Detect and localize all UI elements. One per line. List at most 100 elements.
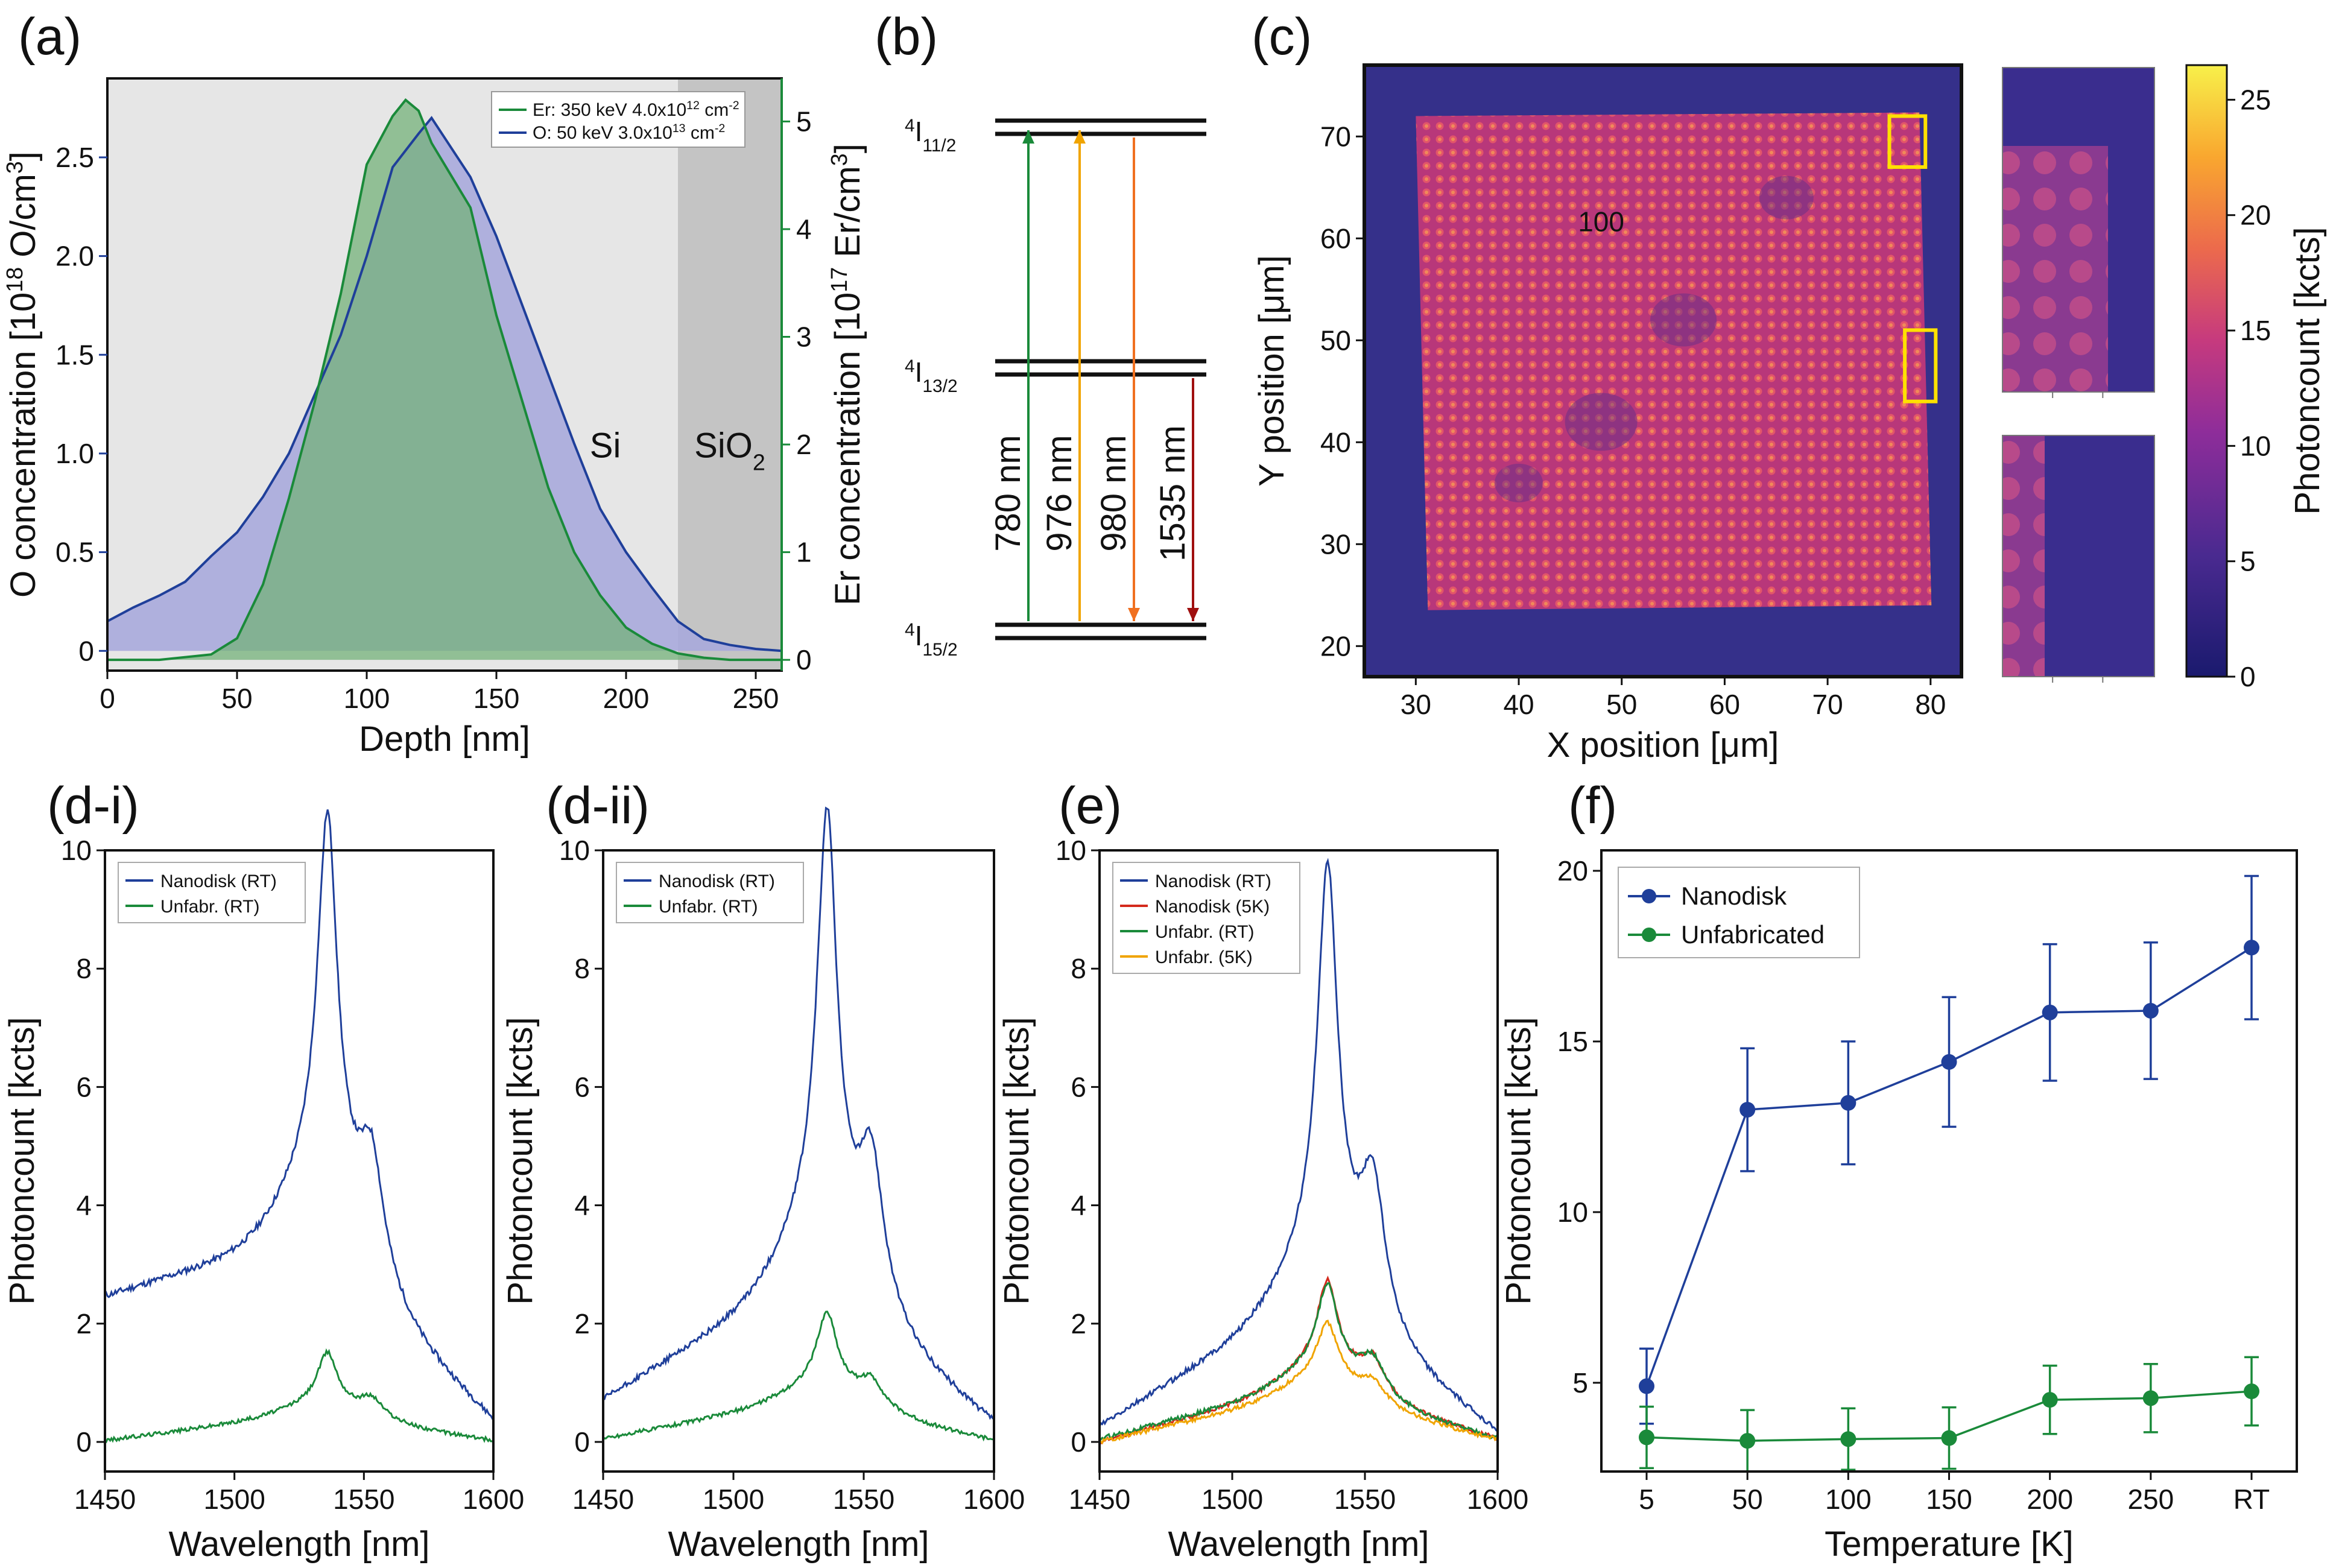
e-legend-label: Nanodisk (RT) <box>1155 871 1271 891</box>
a-left-ytick-label: 0 <box>78 635 94 666</box>
e-legend-label: Nanodisk (5K) <box>1155 897 1270 917</box>
transition-label: 976 nm <box>1040 435 1079 551</box>
e-legend-label: Unfabr. (5K) <box>1155 947 1253 967</box>
a-xtick-label: 250 <box>733 683 779 714</box>
di-xtick-label: 1500 <box>203 1484 265 1515</box>
sio2-region <box>678 78 782 671</box>
panel-label-a: (a) <box>18 8 81 66</box>
f-ytick-label: 15 <box>1557 1026 1588 1057</box>
line-o <box>107 116 782 653</box>
f-xtick-label: 100 <box>1825 1484 1872 1515</box>
colorbar-tick-label: 0 <box>2240 661 2256 692</box>
dii-xtick-label: 1550 <box>833 1484 894 1515</box>
level-label: 4I11/2 <box>905 116 956 156</box>
f-xtick-label: 250 <box>2127 1484 2174 1515</box>
c-xtick-label: 40 <box>1503 689 1534 720</box>
di-ytick-label: 8 <box>76 953 92 984</box>
e-xtick-label: 1450 <box>1069 1484 1130 1515</box>
a-left-ytick-label: 2.5 <box>55 142 94 173</box>
di-ylabel: Photoncount [kcts] <box>2 1017 42 1304</box>
c-ytick-label: 50 <box>1320 324 1351 356</box>
di-xtick-label: 1550 <box>333 1484 394 1515</box>
a-right-ytick-label: 5 <box>796 106 812 137</box>
e-ytick-label: 8 <box>1071 953 1086 984</box>
level-label: 4I15/2 <box>905 620 958 660</box>
a-right-ytick-label: 3 <box>796 321 812 353</box>
e-legend-label: Unfabr. (RT) <box>1155 922 1255 942</box>
a-right-ytick-label: 0 <box>796 644 812 675</box>
a-left-ytick-label: 2.0 <box>55 241 94 272</box>
area-er <box>107 100 782 660</box>
e-xtick-label: 1550 <box>1334 1484 1396 1515</box>
zoom-inset-array <box>2002 146 2108 392</box>
dii-frame <box>602 849 995 1473</box>
panel-label-di: (d-i) <box>47 777 139 835</box>
colorbar-tick-label: 10 <box>2240 430 2271 461</box>
colorbar-tick-label: 15 <box>2240 315 2271 346</box>
panel-label-f: (f) <box>1568 777 1617 835</box>
dii-ytick-label: 4 <box>574 1190 590 1221</box>
di-ytick-label: 2 <box>76 1308 92 1339</box>
label-sio2: SiO2 <box>694 426 765 475</box>
dim-patch <box>1495 463 1543 502</box>
e-xtick-label: 1500 <box>1201 1484 1263 1515</box>
f-point <box>2042 1392 2058 1408</box>
f-point <box>2244 1383 2259 1400</box>
c-xtick-label: 50 <box>1606 689 1637 720</box>
f-xtick-label: RT <box>2233 1484 2270 1515</box>
f-point <box>1739 1433 1756 1449</box>
dii-xtick-label: 1500 <box>703 1484 764 1515</box>
zoom-inset-array <box>2002 435 2045 677</box>
chart-e-spectra: 1450 1500 1550 1600 0 2 4 6 8 10 Wavelength [nm] Ph… <box>997 835 1528 1564</box>
f-xtick-label: 150 <box>1926 1484 1972 1515</box>
dii-ytick-label: 8 <box>574 953 590 984</box>
f-xtick-label: 200 <box>2027 1484 2073 1515</box>
e-ylabel: Photoncount [kcts] <box>997 1017 1036 1304</box>
a-legend <box>491 91 745 148</box>
di-ytick-label: 10 <box>61 835 92 866</box>
f-legend <box>1618 867 1860 958</box>
chart-f-temperature: 5 50 100 150 200 250 RT 5 10 15 20 Temperature [K] P… <box>1499 849 2298 1564</box>
f-point <box>1639 1429 1654 1446</box>
dii-xtick-label: 1450 <box>572 1484 634 1515</box>
f-legend-label: Unfabricated <box>1681 920 1825 949</box>
a-ylabel-right: Er concentration [1017 Er/cm3] <box>826 144 867 605</box>
dii-legend <box>616 862 804 923</box>
e-ytick-label: 6 <box>1071 1071 1086 1102</box>
level-label: 4I13/2 <box>905 356 958 396</box>
dii-ylabel: Photoncount [kcts] <box>501 1017 540 1304</box>
chart-a-depth-profile: 0 50 100 150 200 250 0 0.5 1.0 1.5 2.0 2.5 0 1 2 3 4 5 Dep… <box>2 77 867 759</box>
colorbar-tick-label: 20 <box>2240 200 2271 231</box>
transition-label: 1535 nm <box>1153 425 1192 561</box>
dim-patch <box>1759 175 1814 220</box>
f-point <box>2142 1002 2159 1019</box>
c-xtick-label: 70 <box>1812 689 1843 720</box>
di-xtick-label: 1450 <box>74 1484 136 1515</box>
c-ytick-label: 30 <box>1320 528 1351 560</box>
e-ytick-label: 4 <box>1071 1190 1086 1221</box>
f-ytick-label: 20 <box>1557 855 1588 887</box>
a-xtick-label: 0 <box>100 683 115 714</box>
f-point <box>2042 1004 2058 1020</box>
di-ytick-label: 6 <box>76 1071 92 1102</box>
f-point <box>1941 1430 1957 1446</box>
label-si: Si <box>590 426 621 465</box>
a-left-ytick-label: 1.0 <box>55 438 94 469</box>
e-series-line <box>1098 1282 1499 1441</box>
panel-label-e: (e) <box>1059 777 1122 835</box>
arrowhead <box>1074 130 1086 144</box>
dii-xtick-label: 1600 <box>963 1484 1025 1515</box>
zoom-inset-frame <box>2002 435 2155 677</box>
transition-label: 980 nm <box>1094 435 1133 551</box>
f-ylabel: Photoncount [kcts] <box>1499 1017 1538 1304</box>
colorbar-tick-label: 25 <box>2240 84 2271 115</box>
a-xtick-label: 200 <box>603 683 650 714</box>
e-ytick-label: 0 <box>1071 1426 1086 1458</box>
di-ytick-label: 4 <box>76 1190 92 1221</box>
c-xtick-label: 60 <box>1709 689 1740 720</box>
dii-ytick-label: 2 <box>574 1308 590 1339</box>
c-xlabel: X position [μm] <box>1547 726 1779 765</box>
colorbar-tick-label: 5 <box>2240 546 2256 577</box>
di-legend <box>118 862 306 923</box>
